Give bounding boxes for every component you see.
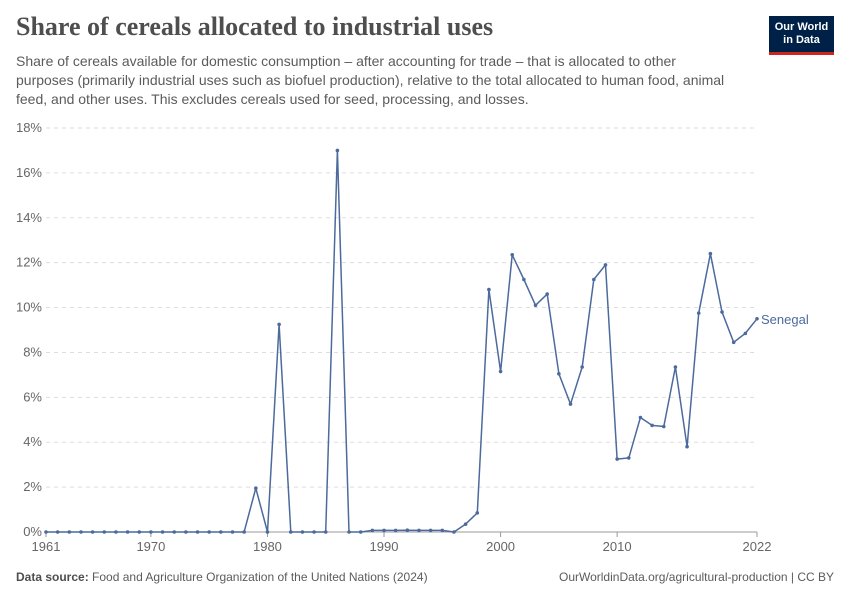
y-tick-label: 12%	[16, 255, 42, 270]
y-axis: 0% 2% 4% 6% 8% 10% 12% 14% 16% 18%	[16, 120, 42, 539]
data-point	[568, 402, 573, 406]
data-point	[475, 511, 480, 515]
data-point	[440, 528, 445, 533]
data-point	[125, 530, 130, 534]
data-point	[300, 530, 305, 534]
data-point	[323, 530, 328, 534]
x-tick-label: 1961	[32, 539, 61, 554]
data-point	[335, 148, 340, 153]
y-tick-label: 10%	[16, 300, 42, 315]
data-point	[393, 528, 398, 533]
data-point	[755, 316, 759, 321]
y-tick-label: 18%	[16, 120, 42, 135]
data-point	[743, 331, 748, 336]
source-url-link[interactable]: OurWorldinData.org/agricultural-producti…	[558, 570, 834, 584]
data-point	[522, 277, 526, 282]
series-line-senegal	[46, 149, 758, 533]
data-point	[265, 530, 270, 534]
chart-title: Share of cereals allocated to industrial…	[16, 12, 494, 41]
series-labels: Senegal	[761, 312, 809, 327]
data-point	[592, 277, 596, 282]
data-point	[242, 530, 246, 534]
data-point	[277, 322, 281, 327]
y-tick-label: 6%	[23, 389, 42, 404]
data-point	[580, 365, 584, 369]
data-point	[638, 415, 643, 420]
data-point	[615, 457, 619, 461]
data-point	[288, 530, 293, 534]
line-chart: 0%2%4%6%8%10%12%14%16%18% 1961 1970 1980 19…	[16, 120, 809, 554]
x-tick-label: 2010	[603, 539, 632, 554]
data-point	[533, 303, 538, 308]
data-point	[254, 486, 258, 491]
x-tick-label: 1970	[136, 539, 165, 554]
x-tick-label: 1980	[253, 539, 282, 554]
data-point	[44, 530, 48, 534]
gridlines	[46, 127, 757, 488]
data-point	[55, 530, 60, 534]
y-tick-label: 4%	[23, 434, 42, 449]
owid-logo[interactable]: Our World in Data	[769, 16, 834, 55]
data-point	[102, 530, 107, 534]
data-point	[487, 287, 491, 292]
data-point	[347, 530, 351, 534]
data-point	[219, 530, 223, 534]
data-point	[207, 530, 211, 534]
data-point	[603, 263, 608, 267]
data-point	[498, 369, 503, 374]
x-tick-label: 1990	[370, 539, 399, 554]
y-tick-label: 8%	[23, 344, 42, 359]
data-point	[137, 530, 142, 534]
data-point	[510, 253, 515, 257]
data-point	[358, 530, 363, 534]
data-point	[428, 528, 433, 533]
series-label: Senegal	[761, 312, 809, 327]
data-point	[720, 310, 724, 314]
data-point	[452, 530, 456, 534]
data-point	[685, 444, 689, 449]
data-point	[67, 530, 72, 534]
y-tick-label: 14%	[16, 210, 42, 225]
data-point	[312, 530, 316, 534]
data-point	[405, 528, 410, 533]
data-point	[90, 530, 95, 534]
data-point	[172, 530, 177, 534]
data-point	[673, 365, 678, 369]
y-tick-label: 16%	[16, 165, 42, 180]
data-point	[731, 340, 736, 345]
data-point	[184, 530, 188, 534]
data-point	[661, 424, 666, 429]
logo-line-1: Our World	[774, 21, 829, 33]
data-point	[149, 530, 153, 534]
y-tick-label: 2%	[23, 479, 42, 494]
data-point	[160, 530, 165, 534]
data-point	[230, 530, 235, 534]
data-point	[417, 528, 421, 533]
data-point	[195, 530, 200, 534]
data-point	[382, 528, 386, 533]
y-tick-label: 0%	[23, 524, 42, 539]
x-axis: 1961 1970 1980 1990 2000 2010 2022	[32, 531, 772, 554]
chart-subtitle: Share of cereals available for domestic …	[16, 53, 725, 107]
x-tick-label: 2022	[743, 539, 772, 554]
data-source-text: Food and Agriculture Organization of the…	[92, 570, 428, 584]
data-point	[696, 311, 701, 315]
data-point	[557, 371, 561, 376]
data-point	[370, 528, 375, 533]
data-source-label: Data source:	[16, 570, 89, 584]
data-point	[650, 423, 654, 428]
data-point	[545, 292, 549, 296]
data-source: Data source: Food and Agriculture Organi…	[16, 570, 428, 584]
data-point	[626, 456, 631, 460]
data-point	[79, 530, 83, 534]
x-tick-label: 2000	[486, 539, 515, 554]
series-lines	[44, 148, 759, 534]
logo-line-2: in Data	[783, 34, 820, 46]
data-point	[708, 251, 713, 256]
data-point	[114, 530, 118, 534]
data-point	[463, 522, 468, 526]
